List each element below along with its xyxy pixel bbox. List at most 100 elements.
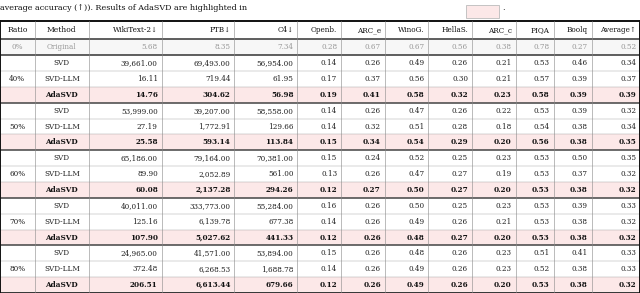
Text: 0.26: 0.26: [365, 202, 381, 210]
Text: ARC_c: ARC_c: [488, 26, 512, 34]
Text: 0.26: 0.26: [452, 218, 468, 226]
Text: 50%: 50%: [10, 122, 26, 130]
Text: 0.12: 0.12: [319, 234, 337, 241]
Text: 0.38: 0.38: [572, 218, 588, 226]
Text: 53,894.00: 53,894.00: [257, 249, 294, 257]
Text: SVD-LLM: SVD-LLM: [44, 218, 80, 226]
Text: 40,011.00: 40,011.00: [121, 202, 158, 210]
Text: 0.21: 0.21: [495, 59, 512, 67]
Text: 0.37: 0.37: [572, 170, 588, 178]
Text: 0.32: 0.32: [365, 122, 381, 130]
Text: 0.38: 0.38: [496, 43, 512, 51]
Text: 0.14: 0.14: [321, 59, 337, 67]
Text: 25.58: 25.58: [135, 138, 158, 146]
Text: 0.53: 0.53: [534, 154, 550, 162]
Text: Ratio: Ratio: [7, 26, 28, 34]
Text: 0.52: 0.52: [408, 154, 424, 162]
Text: 2,137.28: 2,137.28: [195, 186, 230, 194]
Text: C4↓: C4↓: [277, 26, 294, 34]
Text: WikiText-2↓: WikiText-2↓: [113, 26, 158, 34]
Text: Average↑: Average↑: [600, 26, 636, 34]
Text: 0.17: 0.17: [321, 75, 337, 83]
Text: 0.12: 0.12: [319, 281, 337, 289]
Text: 0.20: 0.20: [494, 186, 512, 194]
Text: 593.14: 593.14: [203, 138, 230, 146]
Text: 58,558.00: 58,558.00: [257, 107, 294, 115]
Text: 0.48: 0.48: [408, 249, 424, 257]
Text: 0.56: 0.56: [532, 138, 550, 146]
Text: 16.11: 16.11: [137, 75, 158, 83]
Text: 0.38: 0.38: [572, 265, 588, 273]
Text: 677.38: 677.38: [268, 218, 294, 226]
Text: 80%: 80%: [10, 265, 26, 273]
Text: 5,027.62: 5,027.62: [195, 234, 230, 241]
Text: 0.41: 0.41: [572, 249, 588, 257]
Text: 333,773.00: 333,773.00: [189, 202, 230, 210]
Text: 0.53: 0.53: [532, 281, 550, 289]
Bar: [0, 277, 640, 293]
Text: 0.49: 0.49: [408, 218, 424, 226]
Text: 61.95: 61.95: [273, 75, 294, 83]
Text: 60%: 60%: [10, 170, 26, 178]
Text: 0.20: 0.20: [494, 138, 512, 146]
Text: 0.20: 0.20: [494, 234, 512, 241]
Text: 0.32: 0.32: [620, 218, 636, 226]
Text: 0.15: 0.15: [321, 154, 337, 162]
Text: 372.48: 372.48: [132, 265, 158, 273]
Text: 0%: 0%: [12, 43, 23, 51]
Text: 107.90: 107.90: [130, 234, 158, 241]
Text: 56.98: 56.98: [271, 91, 294, 99]
Text: 41,571.00: 41,571.00: [193, 249, 230, 257]
Text: SVD-LLM: SVD-LLM: [44, 75, 80, 83]
Text: 0.24: 0.24: [365, 154, 381, 162]
Text: .: .: [502, 4, 505, 12]
Text: 0.23: 0.23: [494, 91, 512, 99]
Text: 0.54: 0.54: [406, 138, 424, 146]
Text: PIQA: PIQA: [531, 26, 550, 34]
Bar: [0, 261, 640, 277]
Bar: [466, 5, 499, 18]
Text: average accuracy (↑)). Results of AdaSVD are highlighted in: average accuracy (↑)). Results of AdaSVD…: [0, 4, 247, 12]
Text: 0.33: 0.33: [620, 249, 636, 257]
Text: 40%: 40%: [10, 75, 26, 83]
Text: 0.13: 0.13: [321, 170, 337, 178]
Text: AdaSVD: AdaSVD: [45, 234, 78, 241]
Text: 0.32: 0.32: [620, 107, 636, 115]
Text: 0.33: 0.33: [620, 265, 636, 273]
Text: 0.23: 0.23: [496, 265, 512, 273]
Text: 89.90: 89.90: [137, 170, 158, 178]
Text: 0.20: 0.20: [494, 281, 512, 289]
Text: 0.23: 0.23: [496, 249, 512, 257]
Text: 70,381.00: 70,381.00: [257, 154, 294, 162]
Text: 0.34: 0.34: [363, 138, 381, 146]
Bar: [0, 87, 640, 103]
Text: 0.26: 0.26: [452, 265, 468, 273]
Text: 0.14: 0.14: [321, 122, 337, 130]
Text: 69,493.00: 69,493.00: [194, 59, 230, 67]
Text: 294.26: 294.26: [266, 186, 294, 194]
Text: SVD: SVD: [54, 107, 70, 115]
Bar: [0, 166, 640, 182]
Text: PTB↓: PTB↓: [209, 26, 230, 34]
Text: 0.32: 0.32: [618, 234, 636, 241]
Text: AdaSVD: AdaSVD: [45, 186, 78, 194]
Text: 0.49: 0.49: [408, 265, 424, 273]
Text: 0.39: 0.39: [618, 91, 636, 99]
Text: 0.23: 0.23: [496, 202, 512, 210]
Bar: [0, 150, 640, 166]
Text: Boolq: Boolq: [566, 26, 588, 34]
Text: 304.62: 304.62: [203, 91, 230, 99]
Text: SVD-LLM: SVD-LLM: [44, 170, 80, 178]
Text: 6,613.44: 6,613.44: [195, 281, 230, 289]
Text: 0.32: 0.32: [620, 170, 636, 178]
Text: 5.68: 5.68: [141, 43, 158, 51]
Text: 0.57: 0.57: [534, 75, 550, 83]
Text: 2,052.89: 2,052.89: [198, 170, 230, 178]
Text: 0.67: 0.67: [365, 43, 381, 51]
Text: 0.48: 0.48: [406, 234, 424, 241]
Text: 14.76: 14.76: [135, 91, 158, 99]
Text: 113.84: 113.84: [266, 138, 294, 146]
Text: 55,284.00: 55,284.00: [257, 202, 294, 210]
Text: 441.33: 441.33: [266, 234, 294, 241]
Text: 0.23: 0.23: [496, 154, 512, 162]
